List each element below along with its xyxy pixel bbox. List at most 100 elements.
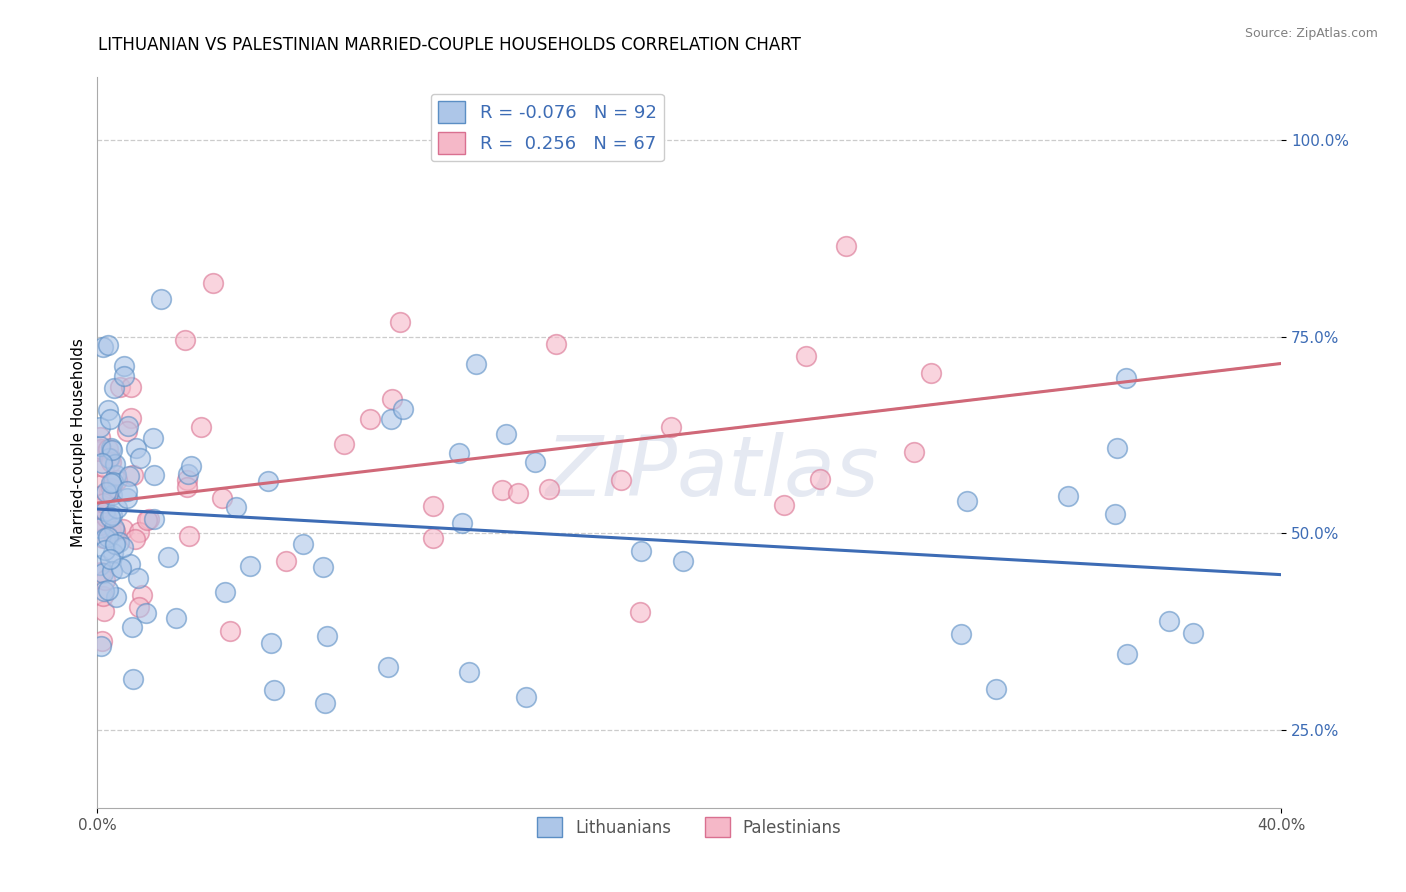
Point <box>122 672 145 686</box>
Point <box>91 566 114 580</box>
Point <box>100 524 122 538</box>
Point <box>506 486 529 500</box>
Point <box>773 498 796 512</box>
Point <box>91 341 114 355</box>
Point <box>97 582 120 597</box>
Point <box>89 444 111 458</box>
Point <box>903 444 925 458</box>
Point <box>97 403 120 417</box>
Point <box>91 532 114 546</box>
Point <box>214 585 236 599</box>
Point <box>111 540 134 554</box>
Point <box>142 431 165 445</box>
Point <box>103 546 125 560</box>
Legend: Lithuanians, Palestinians: Lithuanians, Palestinians <box>530 810 848 844</box>
Point <box>291 537 314 551</box>
Point <box>124 532 146 546</box>
Point <box>98 552 121 566</box>
Point <box>143 512 166 526</box>
Point <box>920 367 942 381</box>
Point <box>138 512 160 526</box>
Point <box>91 456 114 470</box>
Point <box>515 690 537 704</box>
Point <box>93 584 115 599</box>
Text: ZIPatlas: ZIPatlas <box>546 432 880 513</box>
Point <box>105 467 128 482</box>
Point <box>100 481 122 495</box>
Point <box>834 238 856 252</box>
Point <box>94 531 117 545</box>
Point <box>176 480 198 494</box>
Point <box>94 510 117 524</box>
Point <box>100 508 122 523</box>
Point <box>628 605 651 619</box>
Point <box>391 401 413 416</box>
Point <box>89 439 111 453</box>
Point <box>180 459 202 474</box>
Point <box>104 524 127 539</box>
Point <box>422 499 444 513</box>
Point <box>94 573 117 587</box>
Point <box>117 491 139 506</box>
Point <box>90 478 112 492</box>
Point <box>107 501 129 516</box>
Point <box>96 485 118 500</box>
Point <box>89 430 111 444</box>
Point <box>101 475 124 489</box>
Point <box>89 558 111 573</box>
Point <box>104 457 127 471</box>
Point <box>110 561 132 575</box>
Point <box>89 501 111 516</box>
Point <box>94 516 117 531</box>
Point <box>98 412 121 426</box>
Point <box>101 488 124 502</box>
Point <box>100 476 122 491</box>
Point <box>315 629 337 643</box>
Point <box>97 450 120 465</box>
Point <box>120 410 142 425</box>
Point <box>97 338 120 352</box>
Point <box>111 522 134 536</box>
Point <box>127 571 149 585</box>
Point <box>91 500 114 515</box>
Point <box>90 565 112 579</box>
Point <box>100 441 122 455</box>
Text: LITHUANIAN VS PALESTINIAN MARRIED-COUPLE HOUSEHOLDS CORRELATION CHART: LITHUANIAN VS PALESTINIAN MARRIED-COUPLE… <box>98 36 801 54</box>
Point <box>91 589 114 603</box>
Point <box>120 380 142 394</box>
Point <box>103 521 125 535</box>
Point <box>257 475 280 489</box>
Point <box>122 468 145 483</box>
Point <box>1114 371 1136 385</box>
Point <box>128 524 150 539</box>
Point <box>120 558 142 572</box>
Point <box>949 627 972 641</box>
Point <box>89 520 111 534</box>
Point <box>94 543 117 558</box>
Point <box>260 636 283 650</box>
Point <box>211 491 233 505</box>
Point <box>89 489 111 503</box>
Point <box>128 600 150 615</box>
Point <box>1116 648 1139 662</box>
Point <box>104 590 127 604</box>
Point <box>422 531 444 545</box>
Point <box>90 639 112 653</box>
Point <box>101 442 124 457</box>
Point <box>314 696 336 710</box>
Point <box>274 554 297 568</box>
Point <box>97 442 120 456</box>
Point <box>537 482 560 496</box>
Point <box>1057 489 1080 503</box>
Point <box>108 535 131 549</box>
Point <box>89 518 111 533</box>
Point <box>190 420 212 434</box>
Point <box>105 473 128 487</box>
Point <box>149 292 172 306</box>
Point <box>794 349 817 363</box>
Point <box>225 500 247 514</box>
Point <box>312 560 335 574</box>
Point <box>100 455 122 469</box>
Point <box>380 412 402 426</box>
Y-axis label: Married-couple Households: Married-couple Households <box>72 338 86 548</box>
